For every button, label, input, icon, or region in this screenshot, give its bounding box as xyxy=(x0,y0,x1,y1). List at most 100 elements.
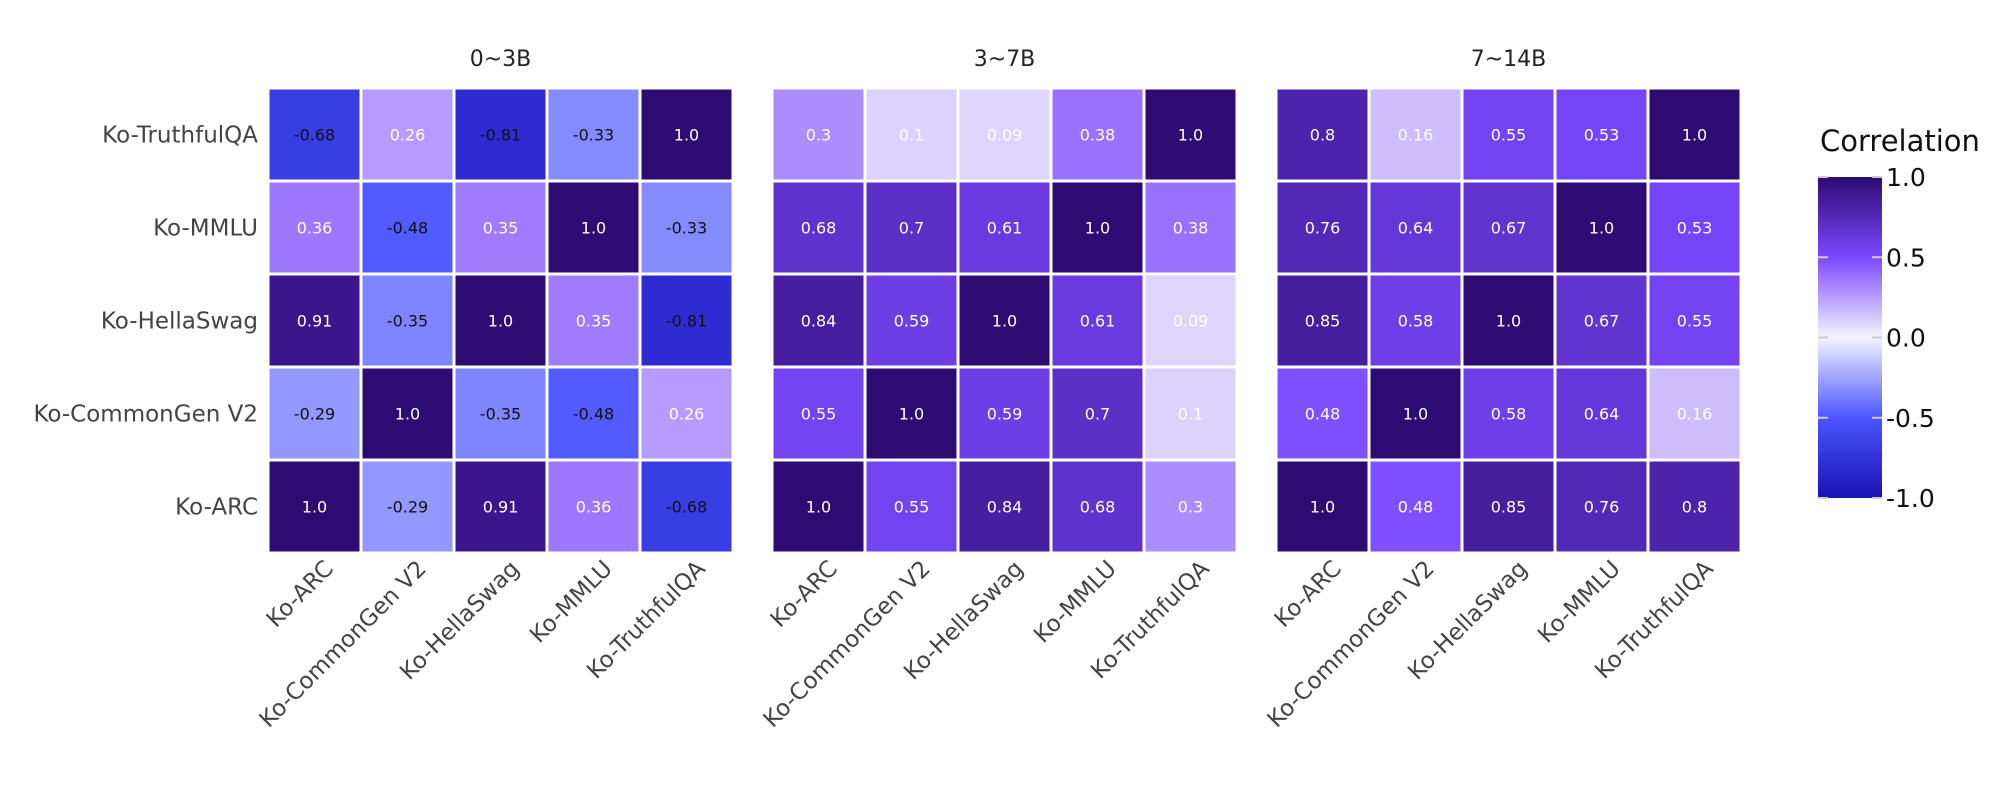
x-tick-label: Ko-CommonGen V2 xyxy=(255,556,432,733)
cell-value-label: 0.35 xyxy=(576,312,612,331)
heatmap-cell xyxy=(362,368,453,459)
heatmap-cell xyxy=(1370,368,1461,459)
cell-value-label: 0.09 xyxy=(987,126,1023,145)
cell-value-label: 0.55 xyxy=(801,405,837,424)
heatmap-cell xyxy=(773,368,864,459)
heatmap-cell xyxy=(1556,275,1647,366)
heatmap-cell xyxy=(455,275,546,366)
heatmap-cell xyxy=(773,461,864,552)
heatmap-cell xyxy=(1649,182,1740,273)
heatmap-cell xyxy=(1145,182,1236,273)
heatmap-cell xyxy=(641,89,732,180)
cell-value-label: 0.64 xyxy=(1398,219,1434,238)
cell-value-label: 1.0 xyxy=(1178,126,1203,145)
heatmap-cell xyxy=(866,275,957,366)
heatmap-cell xyxy=(641,275,732,366)
cell-value-label: 0.76 xyxy=(1305,219,1341,238)
cell-value-label: 0.8 xyxy=(1310,126,1335,145)
heatmap-cell xyxy=(1052,275,1143,366)
heatmap-cell xyxy=(455,182,546,273)
heatmap-cell xyxy=(1277,275,1368,366)
heatmap-cell xyxy=(1052,182,1143,273)
cell-value-label: 0.55 xyxy=(894,498,930,517)
colorbar-tick-label: 0.5 xyxy=(1886,243,1926,272)
heatmap-cell xyxy=(548,368,639,459)
cell-value-label: 0.59 xyxy=(987,405,1023,424)
heatmap-cell xyxy=(1145,89,1236,180)
cell-value-label: 0.1 xyxy=(899,126,924,145)
cell-value-label: -0.68 xyxy=(666,498,707,517)
y-tick-label: Ko-HellaSwag xyxy=(101,309,258,335)
cell-value-label: 0.67 xyxy=(1584,312,1620,331)
cell-value-label: 0.3 xyxy=(806,126,831,145)
heatmap-cell xyxy=(866,89,957,180)
heatmap-cell xyxy=(773,89,864,180)
heatmap-cell xyxy=(1145,275,1236,366)
heatmap-cell xyxy=(1145,461,1236,552)
y-tick-label: Ko-TruthfulQA xyxy=(102,123,258,149)
heatmap-cell xyxy=(1463,89,1554,180)
heatmap-cell xyxy=(362,275,453,366)
cell-value-label: 0.85 xyxy=(1305,312,1341,331)
cell-value-label: 0.85 xyxy=(1491,498,1527,517)
cell-value-label: 0.68 xyxy=(801,219,837,238)
heatmap-cell xyxy=(362,182,453,273)
cell-value-label: 0.38 xyxy=(1080,126,1116,145)
heatmap-cell xyxy=(455,461,546,552)
x-tick-label: Ko-MMLU xyxy=(525,556,618,649)
cell-value-label: 0.7 xyxy=(1085,405,1110,424)
heatmap-cell xyxy=(269,275,360,366)
cell-value-label: 0.84 xyxy=(987,498,1023,517)
cell-value-label: 0.58 xyxy=(1491,405,1527,424)
cell-value-label: 0.91 xyxy=(483,498,519,517)
heatmap-cell xyxy=(1556,182,1647,273)
heatmap-cell xyxy=(641,368,732,459)
x-tick-label: Ko-CommonGen V2 xyxy=(759,556,936,733)
cell-value-label: 0.8 xyxy=(1682,498,1707,517)
heatmap-cell xyxy=(548,461,639,552)
cell-value-label: 1.0 xyxy=(1310,498,1335,517)
heatmap-cell xyxy=(1277,89,1368,180)
heatmap-cell xyxy=(1649,89,1740,180)
cell-value-label: 1.0 xyxy=(806,498,831,517)
colorbar-title: Correlation xyxy=(1820,124,1980,158)
heatmap-cell xyxy=(548,89,639,180)
y-axis-labels: Ko-TruthfulQA Ko-MMLU Ko-HellaSwag Ko-Commo… xyxy=(33,123,258,521)
heatmap-cell xyxy=(455,368,546,459)
colorbar: Correlation 1.0 0.5 0.0 -0.5 -1.0 xyxy=(1818,124,1980,513)
y-tick-label: Ko-ARC xyxy=(175,495,258,521)
cell-value-label: 0.48 xyxy=(1398,498,1434,517)
heatmap-cell xyxy=(959,461,1050,552)
colorbar-tick-label: -0.5 xyxy=(1886,404,1935,433)
cell-value-label: 0.35 xyxy=(483,219,519,238)
cell-value-label: 0.26 xyxy=(390,126,426,145)
cell-value-label: 0.48 xyxy=(1305,405,1341,424)
x-tick-label: Ko-MMLU xyxy=(1533,556,1626,649)
cell-value-label: -0.48 xyxy=(573,405,614,424)
cell-value-label: 0.91 xyxy=(297,312,333,331)
panel-title: 0~3B xyxy=(470,47,532,72)
cell-value-label: 1.0 xyxy=(302,498,327,517)
cell-value-label: 1.0 xyxy=(1682,126,1707,145)
x-tick-label: Ko-MMLU xyxy=(1029,556,1122,649)
cell-value-label: -0.81 xyxy=(480,126,521,145)
cell-value-label: 0.7 xyxy=(899,219,924,238)
cell-value-label: 1.0 xyxy=(1403,405,1428,424)
cell-value-label: 0.53 xyxy=(1584,126,1620,145)
heatmap-cell xyxy=(1463,182,1554,273)
y-tick-label: Ko-CommonGen V2 xyxy=(33,402,258,428)
heatmap-cell xyxy=(1370,182,1461,273)
heatmap-cell xyxy=(1556,368,1647,459)
heatmap-cell xyxy=(1052,89,1143,180)
panel-title: 7~14B xyxy=(1471,47,1547,72)
heatmap-cell xyxy=(866,368,957,459)
cell-value-label: 0.38 xyxy=(1173,219,1209,238)
heatmap-cell xyxy=(1370,89,1461,180)
cell-value-label: 0.67 xyxy=(1491,219,1527,238)
cell-value-label: -0.35 xyxy=(387,312,428,331)
cell-value-label: 0.36 xyxy=(297,219,333,238)
heatmap-cell xyxy=(548,182,639,273)
cell-value-label: 0.61 xyxy=(987,219,1023,238)
cell-value-label: -0.33 xyxy=(573,126,614,145)
cell-value-label: 0.59 xyxy=(894,312,930,331)
